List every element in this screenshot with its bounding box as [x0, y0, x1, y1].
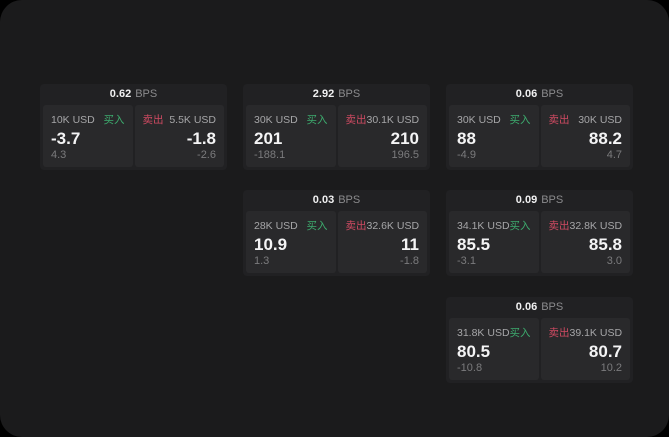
buy-quote-tile[interactable]: 30K USD 买入 201 -188.1 — [246, 105, 336, 167]
sell-side-label: 卖出 — [345, 114, 367, 126]
buy-quote-tile[interactable]: 34.1K USD 买入 85.5 -3.1 — [449, 211, 539, 273]
buy-quote-tile[interactable]: 28K USD 买入 10.9 1.3 — [246, 211, 336, 273]
quote-tiles: 34.1K USD 买入 85.5 -3.1 卖出 32.8K USD 85.8… — [449, 211, 630, 273]
buy-amount: 31.8K USD — [457, 326, 510, 339]
sell-price: 80.7 — [588, 342, 622, 361]
sell-side-label: 卖出 — [548, 327, 570, 339]
buy-delta: -3.1 — [457, 255, 476, 267]
sell-side-label: 卖出 — [548, 220, 570, 232]
spread-header: 2.92 BPS — [246, 84, 427, 105]
spread-bps-unit: BPS — [541, 88, 564, 100]
buy-quote-tile[interactable]: 31.8K USD 买入 80.5 -10.8 — [449, 318, 539, 380]
spread-bps-value: 0.06 — [515, 88, 538, 100]
sell-delta: 10.2 — [600, 362, 622, 374]
buy-amount: 30K USD — [254, 113, 298, 126]
buy-delta: -4.9 — [457, 149, 476, 161]
sell-amount: 32.6K USD — [366, 219, 420, 232]
spread-header: 0.09 BPS — [449, 190, 630, 211]
quote-card: 0.06 BPS 30K USD 买入 88 -4.9 卖出 30K USD 8… — [446, 84, 633, 170]
sell-side-label: 卖出 — [345, 220, 367, 232]
sell-quote-tile[interactable]: 卖出 30K USD 88.2 4.7 — [540, 105, 630, 167]
buy-side-label: 买入 — [509, 327, 531, 339]
sell-price: 11 — [401, 235, 419, 254]
buy-price: 88 — [457, 129, 476, 148]
sell-side-label: 卖出 — [548, 114, 570, 126]
quote-tiles: 30K USD 买入 88 -4.9 卖出 30K USD 88.2 4.7 — [449, 105, 630, 167]
buy-amount: 34.1K USD — [457, 219, 510, 232]
quote-card: 0.09 BPS 34.1K USD 买入 85.5 -3.1 卖出 32.8K… — [446, 190, 633, 276]
quote-card: 2.92 BPS 30K USD 买入 201 -188.1 卖出 30.1K … — [243, 84, 430, 170]
buy-price: 201 — [254, 129, 283, 148]
quote-tiles: 31.8K USD 买入 80.5 -10.8 卖出 39.1K USD 80.… — [449, 318, 630, 380]
spread-header: 0.62 BPS — [43, 84, 224, 105]
spread-bps-unit: BPS — [541, 301, 564, 313]
sell-amount: 30.1K USD — [366, 113, 420, 126]
spread-bps-value: 0.62 — [109, 88, 132, 100]
buy-side-label: 买入 — [306, 220, 328, 232]
buy-side-label: 买入 — [509, 114, 531, 126]
buy-price: 10.9 — [254, 235, 288, 254]
sell-amount: 39.1K USD — [569, 326, 623, 339]
sell-price: 88.2 — [588, 129, 622, 148]
quote-card: 0.03 BPS 28K USD 买入 10.9 1.3 卖出 32.6K US… — [243, 190, 430, 276]
spread-bps-unit: BPS — [541, 194, 564, 206]
spread-bps-unit: BPS — [135, 88, 158, 100]
sell-price: 210 — [390, 129, 419, 148]
sell-quote-tile[interactable]: 卖出 5.5K USD -1.8 -2.6 — [134, 105, 224, 167]
spread-bps-value: 0.09 — [515, 194, 538, 206]
quote-card: 0.06 BPS 31.8K USD 买入 80.5 -10.8 卖出 39.1… — [446, 297, 633, 383]
sell-price: 85.8 — [588, 235, 622, 254]
spread-header: 0.06 BPS — [449, 297, 630, 318]
sell-delta: 3.0 — [606, 255, 622, 267]
sell-price: -1.8 — [186, 129, 216, 148]
buy-delta: 1.3 — [254, 255, 270, 267]
sell-quote-tile[interactable]: 卖出 30.1K USD 210 196.5 — [337, 105, 427, 167]
sell-delta: -2.6 — [197, 149, 216, 161]
spread-bps-value: 0.06 — [515, 301, 538, 313]
buy-delta: 4.3 — [51, 149, 67, 161]
buy-side-label: 买入 — [103, 114, 125, 126]
sell-delta: 196.5 — [391, 149, 419, 161]
buy-delta: -10.8 — [457, 362, 483, 374]
sell-quote-tile[interactable]: 卖出 32.8K USD 85.8 3.0 — [540, 211, 630, 273]
buy-amount: 10K USD — [51, 113, 95, 126]
spread-header: 0.03 BPS — [246, 190, 427, 211]
sell-amount: 32.8K USD — [569, 219, 623, 232]
sell-delta: 4.7 — [606, 149, 622, 161]
buy-price: 80.5 — [457, 342, 491, 361]
spread-bps-value: 2.92 — [312, 88, 335, 100]
spread-bps-unit: BPS — [338, 88, 361, 100]
buy-price: 85.5 — [457, 235, 491, 254]
sell-amount: 5.5K USD — [169, 113, 216, 126]
spread-bps-value: 0.03 — [312, 194, 335, 206]
buy-delta: -188.1 — [254, 149, 286, 161]
buy-side-label: 买入 — [509, 220, 531, 232]
buy-side-label: 买入 — [306, 114, 328, 126]
sell-quote-tile[interactable]: 卖出 32.6K USD 11 -1.8 — [337, 211, 427, 273]
spread-header: 0.06 BPS — [449, 84, 630, 105]
buy-quote-tile[interactable]: 10K USD 买入 -3.7 4.3 — [43, 105, 133, 167]
quote-card: 0.62 BPS 10K USD 买入 -3.7 4.3 卖出 5.5K USD… — [40, 84, 227, 170]
buy-amount: 28K USD — [254, 219, 298, 232]
buy-price: -3.7 — [51, 129, 81, 148]
quote-tiles: 30K USD 买入 201 -188.1 卖出 30.1K USD 210 1… — [246, 105, 427, 167]
spread-bps-unit: BPS — [338, 194, 361, 206]
buy-quote-tile[interactable]: 30K USD 买入 88 -4.9 — [449, 105, 539, 167]
buy-amount: 30K USD — [457, 113, 501, 126]
sell-quote-tile[interactable]: 卖出 39.1K USD 80.7 10.2 — [540, 318, 630, 380]
sell-amount: 30K USD — [578, 113, 622, 126]
quote-tiles: 10K USD 买入 -3.7 4.3 卖出 5.5K USD -1.8 -2.… — [43, 105, 224, 167]
sell-delta: -1.8 — [400, 255, 419, 267]
quote-tiles: 28K USD 买入 10.9 1.3 卖出 32.6K USD 11 -1.8 — [246, 211, 427, 273]
sell-side-label: 卖出 — [142, 114, 164, 126]
